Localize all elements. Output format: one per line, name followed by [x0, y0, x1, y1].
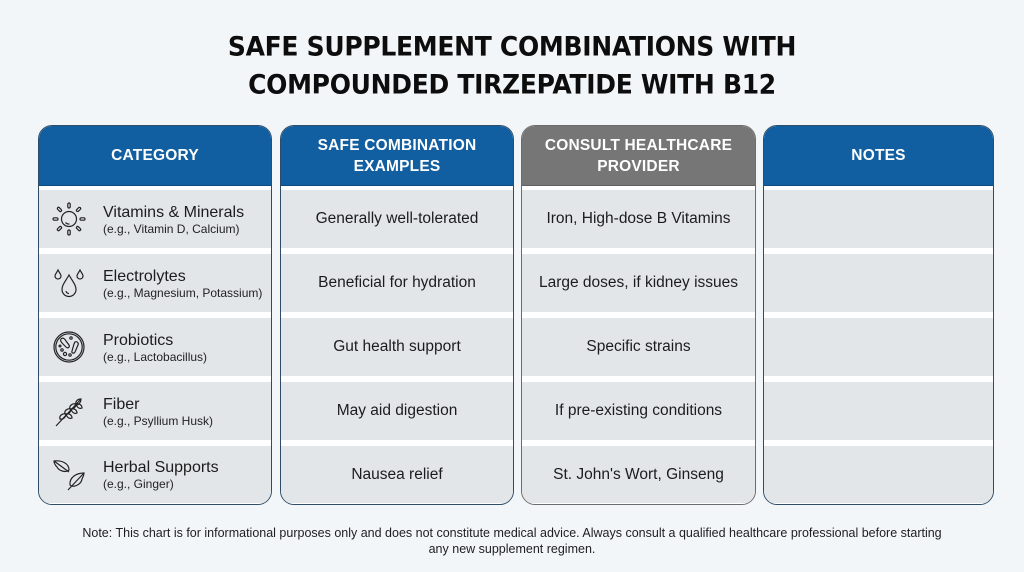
notes-cell	[764, 190, 993, 248]
title-line-1: SAFE SUPPLEMENT COMBINATIONS WITH	[227, 31, 797, 62]
notes-header: NOTES	[764, 126, 993, 186]
safe-combinations-column: SAFE COMBINATION EXAMPLES Generally well…	[280, 125, 514, 505]
bacteria-icon	[49, 327, 89, 367]
wheat-icon	[49, 391, 89, 431]
category-examples: (e.g., Lactobacillus)	[103, 349, 208, 364]
sun-icon	[49, 199, 89, 239]
category-name: Probiotics	[103, 331, 174, 349]
category-name: Fiber	[103, 395, 140, 413]
notes-cell	[764, 254, 993, 312]
category-column: CATEGORY	[38, 125, 272, 505]
header-label: CONSULT HEALTHCARE	[544, 136, 733, 154]
safe-cell: Gut health support	[281, 318, 513, 376]
page-title: SAFE SUPPLEMENT COMBINATIONS WITH COMPOU…	[0, 28, 1024, 104]
consult-cell: If pre-existing conditions	[522, 382, 755, 440]
safe-cell: Generally well-tolerated	[281, 190, 513, 248]
category-header: CATEGORY	[39, 126, 271, 186]
notes-cell	[764, 446, 993, 503]
header-label: CATEGORY	[111, 147, 199, 164]
safe-cell: Beneficial for hydration	[281, 254, 513, 312]
category-row-electrolytes: Electrolytes (e.g., Magnesium, Potassium…	[39, 254, 271, 312]
consult-provider-header: CONSULT HEALTHCARE PROVIDER	[522, 126, 755, 186]
safe-cell: Nausea relief	[281, 446, 513, 503]
category-row-probiotics: Probiotics (e.g., Lactobacillus)	[39, 318, 271, 376]
category-examples: (e.g., Magnesium, Potassium)	[103, 285, 263, 300]
category-name: Herbal Supports	[103, 459, 219, 476]
notes-cell	[764, 382, 993, 440]
category-examples: (e.g., Vitamin D, Calcium)	[103, 221, 240, 236]
category-row-herbal: Herbal Supports (e.g., Ginger)	[39, 446, 271, 503]
category-examples: (e.g., Psyllium Husk)	[103, 413, 214, 428]
header-label: NOTES	[851, 147, 906, 164]
header-label: SAFE COMBINATION	[317, 136, 477, 154]
header-label: EXAMPLES	[353, 157, 441, 175]
category-name: Vitamins & Minerals	[103, 203, 245, 221]
safe-combinations-header: SAFE COMBINATION EXAMPLES	[281, 126, 513, 186]
disclaimer-line-2: any new supplement regimen.	[428, 542, 596, 556]
consult-cell: Large doses, if kidney issues	[522, 254, 755, 312]
safe-cell: May aid digestion	[281, 382, 513, 440]
consult-provider-column: CONSULT HEALTHCARE PROVIDER Iron, High-d…	[521, 125, 756, 505]
header-label: PROVIDER	[597, 157, 680, 175]
category-row-vitamins: Vitamins & Minerals (e.g., Vitamin D, Ca…	[39, 190, 271, 248]
notes-column: NOTES	[763, 125, 994, 505]
notes-cell	[764, 318, 993, 376]
consult-cell: Specific strains	[522, 318, 755, 376]
water-drops-icon	[49, 263, 89, 303]
category-row-fiber: Fiber (e.g., Psyllium Husk)	[39, 382, 271, 440]
disclaimer-line-1: Note: This chart is for informational pu…	[82, 526, 942, 540]
category-name: Electrolytes	[103, 267, 186, 285]
category-examples: (e.g., Ginger)	[103, 477, 174, 491]
disclaimer-note: Note: This chart is for informational pu…	[30, 525, 994, 557]
leaves-icon	[49, 455, 89, 495]
consult-cell: St. John's Wort, Ginseng	[522, 446, 755, 503]
consult-cell: Iron, High-dose B Vitamins	[522, 190, 755, 248]
title-line-2: COMPOUNDED TIRZEPATIDE WITH B12	[248, 69, 776, 100]
